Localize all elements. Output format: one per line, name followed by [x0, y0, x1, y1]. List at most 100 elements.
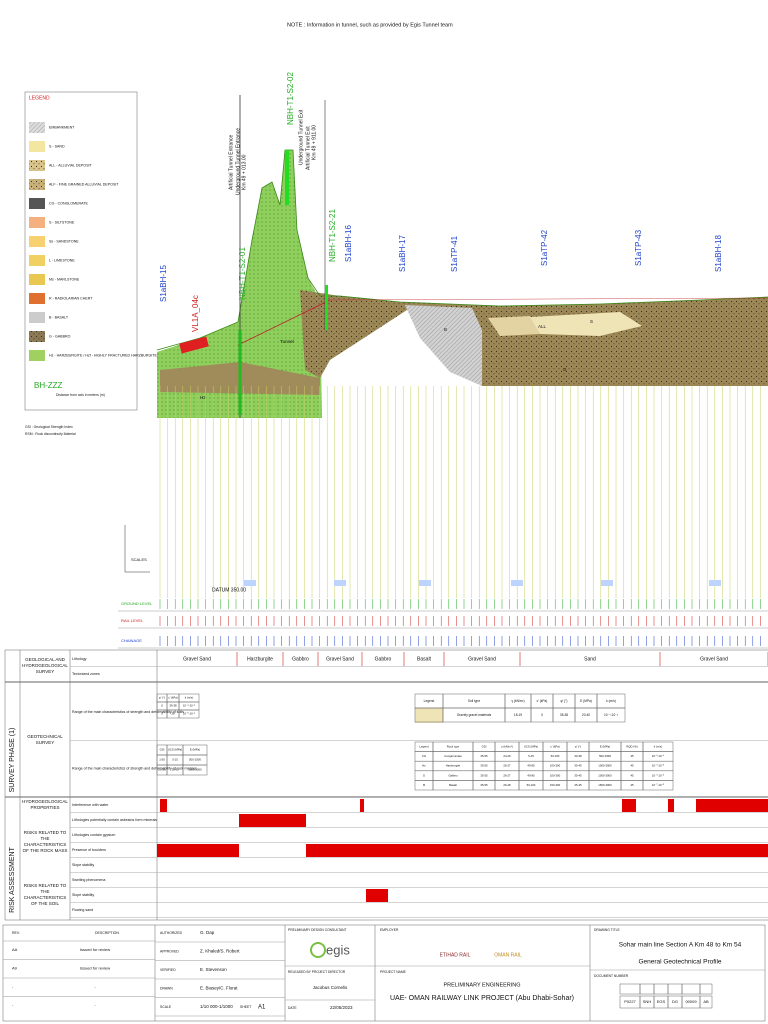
tb-value: E. Stevenson	[200, 967, 227, 972]
legend-swatch	[29, 160, 45, 171]
legend-item: R - RADIOLARIAN CHERT	[49, 296, 93, 300]
lithology: Gravel Sand	[326, 656, 354, 662]
group-label: SURVEY	[36, 669, 54, 674]
chainage-marker	[601, 580, 613, 586]
legend-swatch	[29, 350, 45, 361]
tb-value: G. Dap	[200, 930, 215, 935]
table-cell: 35-45	[574, 764, 582, 768]
doc-number: SNH	[643, 999, 652, 1004]
table-cell: φ' (°)	[561, 699, 568, 703]
lithology: Basalt	[417, 656, 432, 662]
table-cell: 150-300	[550, 783, 561, 787]
borehole-label: NBH-T1-S2-02	[286, 72, 295, 125]
group-label: HYDROGEOLOGICAL	[22, 799, 68, 804]
legend-item: Distance from axis in meters (m)	[56, 393, 105, 397]
table-cell: 100-300	[550, 773, 561, 777]
table-cell: c' (kPa)	[537, 699, 548, 703]
group-label: CHARACTERISTICS	[24, 895, 67, 900]
employer-logo: ETIHAD RAIL	[440, 952, 471, 958]
borehole-label: NBH-T1-S2-21	[328, 209, 337, 262]
tb-label: SHEET	[240, 1005, 251, 1009]
borehole-label: S1aTP-43	[634, 229, 643, 266]
borehole-core	[238, 330, 242, 415]
table-cell: 26-28	[503, 783, 511, 787]
group-label: GEOLOGICAL AND	[25, 657, 66, 662]
geology-label: ALL	[538, 324, 547, 329]
borehole-label: NBH-T1-S2-01	[238, 247, 247, 300]
table-cell: 45	[630, 754, 634, 758]
consultant-logo: egis	[326, 942, 350, 957]
doc-number: AB	[703, 999, 709, 1004]
lithology: Gravel Sand	[183, 656, 211, 662]
tb-label: DATE	[288, 1006, 297, 1010]
group-label: SURVEY	[36, 740, 54, 745]
tb-label: EMPLOYER	[380, 928, 399, 932]
table-cell: Conglomerate	[444, 754, 462, 758]
geology-label: Tunnel	[280, 339, 294, 344]
table-cell: 35-55	[480, 773, 488, 777]
risk-band	[622, 799, 636, 812]
row-label: Slope stability	[72, 863, 94, 867]
table-cell: Basalt	[449, 783, 457, 787]
tb-value: A1	[258, 1005, 266, 1011]
table-cell: 35-38	[560, 713, 568, 717]
table-cell: Legend	[424, 699, 435, 703]
table-cell: E (MPa)	[600, 745, 610, 749]
drawing-title: Sohar main line Section A Km 48 to Km 54	[619, 942, 742, 949]
table-cell: B	[423, 783, 425, 787]
legend-swatch	[29, 179, 45, 190]
borehole-label: S1aBH-16	[344, 225, 353, 262]
cell	[619, 983, 641, 995]
cell	[639, 983, 655, 995]
content: LEGEND EMBANKMENT S - SAND ALL - ALLUVIAL D…	[2, 72, 768, 1022]
legend-swatch	[29, 236, 45, 247]
rev-id: AA	[12, 947, 18, 952]
station-lines	[159, 386, 761, 598]
borehole-core	[285, 150, 289, 205]
project-phase: PRELIMINARY ENGINEERING	[443, 982, 520, 988]
table-cell: 40-80	[527, 773, 535, 777]
table-cell: Hz	[422, 764, 426, 768]
tb-label: DRAWING TITLE	[594, 928, 620, 932]
legend-swatch	[29, 141, 45, 152]
table-cell: 45	[630, 773, 634, 777]
rev-id: A9	[12, 966, 18, 971]
legend-note: GSI : Geological Strength Index	[25, 425, 73, 429]
table-cell: GSI	[482, 745, 487, 749]
profile	[156, 95, 768, 418]
profile-row-label: GROUND LEVEL	[121, 601, 153, 606]
group-label: GEOTECHNICAL	[27, 734, 63, 739]
employer-logo: OMAN RAIL	[494, 952, 522, 958]
lithology: Gravel Sand	[468, 656, 496, 662]
tb-value: Jacobus Cornelis	[313, 985, 348, 990]
table-cell: 10⁻⁷-10⁻⁵	[652, 773, 664, 777]
risk-band	[239, 814, 306, 827]
row-label: Flowing sand	[72, 908, 93, 912]
tunnel-note: Artificial Tunnel Entrance	[228, 134, 234, 190]
tb-label: VERIFIED	[160, 968, 176, 972]
borehole-label: S1aBH-17	[398, 235, 407, 272]
tunnel-axis	[237, 299, 331, 346]
table-cell: 28	[171, 712, 175, 716]
table-cell: RQD (%)	[626, 745, 637, 749]
cell	[24, 91, 138, 411]
lithology: Sand	[584, 656, 596, 662]
table-cell: 26-27	[503, 764, 511, 768]
phase-label: SURVEY PHASE (1)	[9, 728, 16, 793]
legend-item: Ms - MARLSTONE	[49, 277, 80, 281]
row-label: Lithology	[72, 657, 87, 661]
legend-swatch	[29, 198, 45, 209]
tunnel-note: Underground Tunnel Exit	[298, 109, 304, 165]
soil-swatch	[415, 708, 443, 723]
table-cell: 1-50	[159, 758, 165, 762]
group-label: RISKS RELATED TO	[24, 883, 67, 888]
group-label: PROPERTIES	[31, 805, 60, 810]
tb-label: SCALE	[160, 1005, 172, 1009]
lithology: Gravel Sand	[700, 656, 728, 662]
tunnel-note: Km 49 + 911.00	[311, 125, 317, 160]
table-cell: 35-45	[574, 783, 582, 787]
legend-note: RSM : Rock discontinuity Material	[25, 432, 76, 436]
borehole-core	[325, 285, 328, 330]
tb-label: AUTHORIZED	[160, 931, 183, 935]
cell	[2, 924, 766, 1022]
